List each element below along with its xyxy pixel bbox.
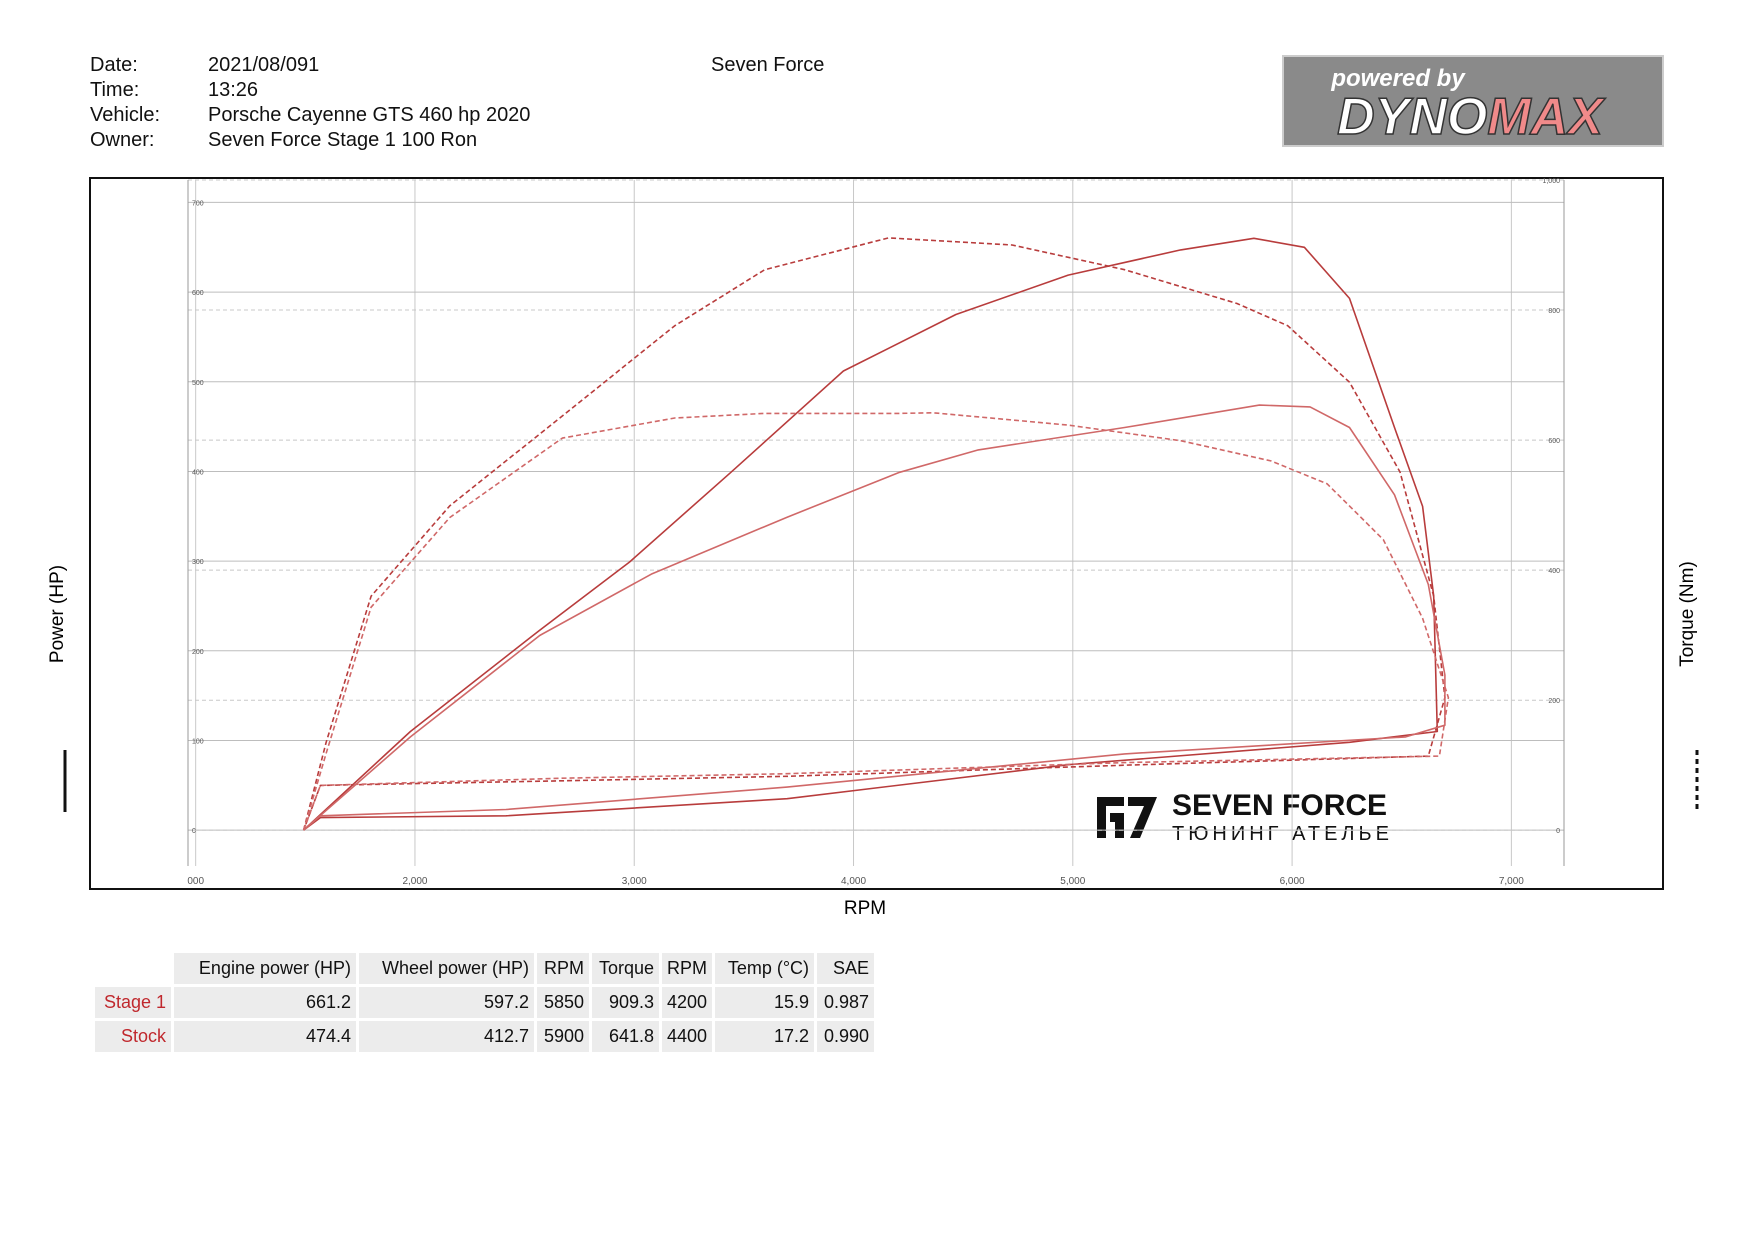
- cell: 5850: [537, 987, 589, 1018]
- x-tick-label: 7,000: [1499, 876, 1524, 887]
- x-tick-label: 2,000: [402, 876, 427, 887]
- watermark-name: SEVEN FORCE: [1172, 789, 1387, 822]
- torque-line: [302, 412, 1450, 831]
- y-tick-label: 400: [192, 469, 204, 476]
- y2-tick-label: 800: [1548, 308, 1560, 315]
- y2-tick-label: 1,000: [1542, 178, 1560, 185]
- cell: 0.987: [817, 987, 875, 1018]
- column-header: SAE: [817, 953, 875, 984]
- y2-tick-label: 600: [1548, 438, 1560, 445]
- y-tick-label: 500: [192, 380, 204, 387]
- cell: 5900: [537, 1021, 589, 1052]
- field-label: Time:: [90, 79, 140, 101]
- cell: 909.3: [592, 987, 659, 1018]
- power-line: [303, 404, 1446, 831]
- field-label: Date:: [90, 54, 138, 76]
- column-header: Engine power (HP): [174, 953, 356, 984]
- watermark-subtitle: ТЮНИНГ АТЕЛЬЕ: [1172, 823, 1393, 845]
- x-tick-label: 3,000: [622, 876, 647, 887]
- y2-tick-label: 400: [1548, 568, 1560, 575]
- y-tick-label: 0: [192, 828, 196, 835]
- x-tick-label: 000: [187, 876, 204, 887]
- column-header: RPM: [662, 953, 713, 984]
- y-tick-label: 300: [192, 559, 204, 566]
- field-value: Seven Force Stage 1 100 Ron: [208, 129, 478, 151]
- y-tick-label: 100: [192, 738, 204, 745]
- field-value: 13:26: [208, 79, 259, 101]
- row-name: Stock: [95, 1021, 171, 1052]
- row-name: Stage 1: [95, 987, 171, 1018]
- cell: 661.2: [174, 987, 356, 1018]
- x-axis-label: RPM: [844, 898, 886, 919]
- cell: 641.8: [592, 1021, 659, 1052]
- logo-brand-a: DYNO: [1337, 88, 1487, 146]
- field-label: Owner:: [90, 129, 155, 151]
- field-value: Porsche Cayenne GTS 460 hp 2020: [208, 104, 531, 126]
- field-value: 2021/08/091: [208, 54, 320, 76]
- power-line: [303, 237, 1439, 831]
- data-row: Stage 1 661.2 597.2 5850 909.3 4200 15.9 0.987: [95, 987, 875, 1018]
- y-axis-label: Power (HP): [47, 565, 68, 663]
- x-tick-label: 6,000: [1280, 876, 1305, 887]
- cell: 15.9: [715, 987, 815, 1018]
- column-header: Temp (°C): [715, 953, 815, 984]
- field-label: Vehicle:: [90, 104, 161, 126]
- column-header: Torque: [592, 953, 659, 984]
- cell: 4200: [662, 987, 713, 1018]
- watermark: SEVEN FORCE ТЮНИНГ АТЕЛЬЕ: [1097, 789, 1393, 845]
- x-tick-label: 4,000: [841, 876, 866, 887]
- header-row: Engine power (HP) Wheel power (HP) RPM Torq…: [95, 953, 875, 984]
- cell: 0.990: [817, 1021, 875, 1052]
- cell: 17.2: [715, 1021, 815, 1052]
- logo-brand-b: MAX: [1487, 88, 1606, 146]
- y-tick-label: 200: [192, 649, 204, 656]
- logo-brand: DYNOMAX: [1337, 88, 1606, 146]
- cell: 474.4: [174, 1021, 356, 1052]
- column-header: RPM: [537, 953, 589, 984]
- plot: 000 2,000 3,000 4,000 5,000 6,000 7,000 0 100 200…: [187, 178, 1565, 887]
- corner-cell: [95, 953, 171, 984]
- header-center: Seven Force: [711, 54, 825, 76]
- results-table: Engine power (HP) Wheel power (HP) RPM Torq…: [92, 950, 877, 1055]
- data-row: Stock 474.4 412.7 5900 641.8 4400 17.2 0.990: [95, 1021, 875, 1052]
- x-tick-label: 5,000: [1060, 876, 1085, 887]
- cell: 412.7: [359, 1021, 534, 1052]
- torque-line: [302, 237, 1446, 831]
- y2-axis-label: Torque (Nm): [1677, 561, 1698, 667]
- logo-box: [1282, 55, 1664, 147]
- cell: 597.2: [359, 987, 534, 1018]
- chart-frame: [89, 177, 1664, 890]
- watermark-icon: [1097, 797, 1157, 838]
- y-tick-label: 600: [192, 290, 204, 297]
- logo-tagline: powered by: [1330, 65, 1466, 92]
- y-tick-label: 700: [192, 200, 204, 207]
- cell: 4400: [662, 1021, 713, 1052]
- column-header: Wheel power (HP): [359, 953, 534, 984]
- y2-tick-label: 200: [1548, 698, 1560, 705]
- y2-tick-label: 0: [1556, 828, 1560, 835]
